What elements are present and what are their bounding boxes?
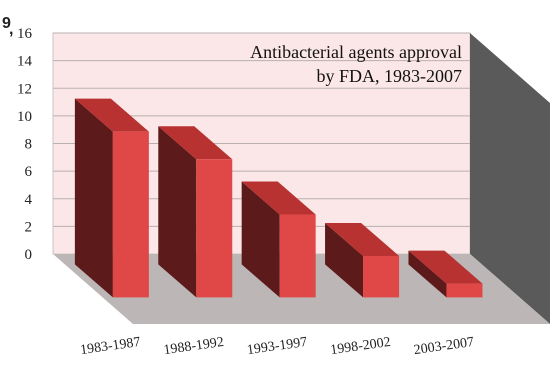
bar (279, 214, 316, 298)
y-tick-label: 8 (25, 137, 33, 153)
y-tick-label: 4 (25, 192, 33, 208)
title-line-1: Antibacterial agents approval (250, 42, 462, 62)
side-wall (470, 33, 550, 324)
bar (446, 283, 483, 298)
y-tick-label: 14 (17, 54, 33, 70)
title-line-2: by FDA, 1983-2007 (316, 66, 462, 86)
x-tick-label: 1993-1997 (246, 335, 308, 358)
y-tick-label: 6 (25, 164, 33, 180)
bar (112, 131, 149, 298)
corner-mark-2: , (9, 21, 13, 38)
x-tick-label: 1998-2002 (329, 335, 391, 358)
bar (363, 255, 400, 298)
bar-side (408, 250, 447, 298)
chart-title: Antibacterial agents approval by FDA, 19… (250, 42, 462, 86)
y-axis-ticks: 0 2 4 6 8 10 12 14 16 (17, 26, 33, 263)
bar-side (74, 98, 113, 298)
x-axis-ticks: 1983-1987 1988-1992 1993-1997 1998-2002 2003… (79, 335, 475, 358)
bar (196, 159, 233, 298)
y-tick-label: 12 (17, 81, 32, 97)
bar-top (74, 98, 149, 132)
bar-top (325, 222, 400, 256)
bar-top (408, 250, 483, 284)
y-tick-label: 16 (17, 26, 33, 42)
corner-mark-1: 9 (2, 15, 11, 32)
bar-side (158, 126, 197, 298)
y-tick-label: 2 (25, 219, 33, 235)
bar-side (325, 222, 364, 298)
bars (74, 98, 483, 298)
x-tick-label: 1983-1987 (79, 335, 141, 358)
bar-top (158, 126, 233, 160)
bar-side (241, 181, 280, 298)
x-tick-label: 1988-1992 (163, 335, 225, 358)
bar-top (241, 181, 316, 215)
y-tick-label: 10 (17, 109, 32, 125)
x-tick-label: 2003-2007 (413, 335, 475, 358)
y-tick-label: 0 (25, 247, 33, 263)
